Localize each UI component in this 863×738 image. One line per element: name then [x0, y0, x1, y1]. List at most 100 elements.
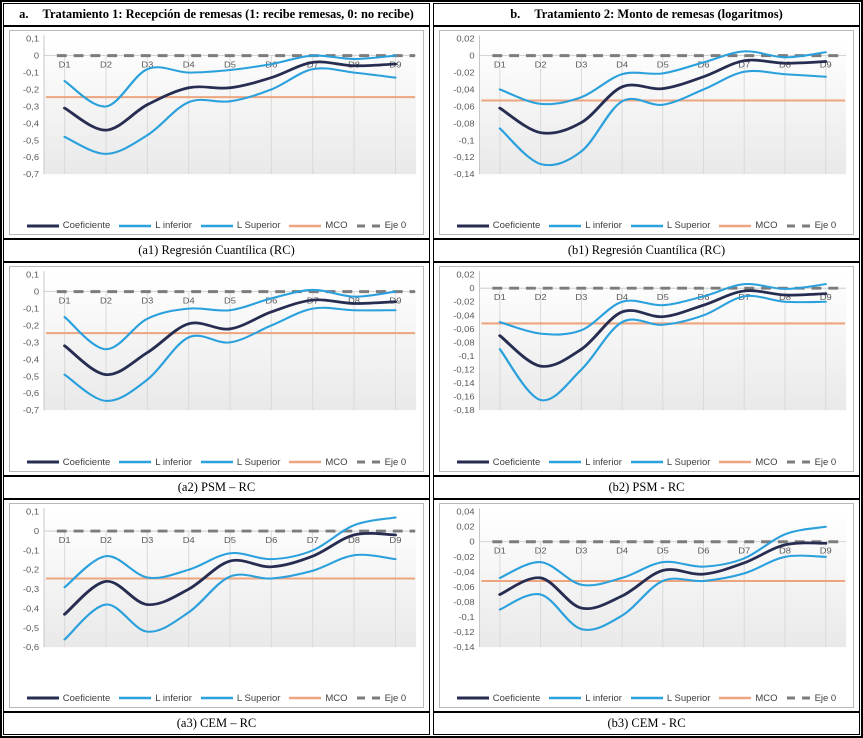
y-tick-label: -0,7 [23, 406, 39, 415]
legend-label: MCO [325, 456, 348, 468]
chart-panel-b1: 0,02 0 -0,02 -0,04 -0,06 -0,08 -0,1 -0,12 -0,14 D… [439, 30, 854, 236]
y-tick-label: -0,7 [23, 170, 39, 179]
series-l-superior [498, 283, 827, 336]
legend-item-l-superior: L Superior [200, 220, 280, 231]
y-tick-label: -0,6 [23, 153, 39, 162]
x-tick-label: D1 [59, 60, 71, 69]
y-tick-label: -0,16 [453, 393, 475, 402]
y-tick-label: -0,2 [23, 321, 39, 330]
legend-label: Coeficiente [62, 692, 111, 704]
y-tick-label: 0 [469, 537, 474, 546]
y-tick-label: 0,1 [26, 271, 39, 280]
chart-panel-a1: 0,1 0 -0,1 -0,2 -0,3 -0,4 -0,5 -0,6 -0,7 D1 D2 D3 D4… [9, 30, 424, 236]
x-tick-label: D5 [657, 293, 669, 302]
x-tick-label: D2 [100, 60, 112, 69]
column-a-letter: a. [19, 7, 29, 21]
x-tick-label: D4 [616, 546, 628, 555]
legend-label: Coeficiente [62, 456, 111, 468]
chart-b1: 0,02 0 -0,02 -0,04 -0,06 -0,08 -0,1 -0,12 -0,14 D… [453, 34, 847, 179]
legend-line-sample [630, 697, 663, 700]
caption-a3: (a3) CEM – RC [4, 710, 429, 734]
legend-line-sample [26, 460, 59, 464]
legend-label: L inferior [585, 456, 622, 468]
y-tick-label: -0,3 [23, 338, 39, 347]
series-l-superior [498, 50, 827, 106]
y-tick-label: -0,1 [458, 352, 474, 361]
column-treatment-2: b. Tratamiento 2: Monto de remesas (loga… [433, 3, 860, 735]
legend-item-l-superior: L Superior [630, 456, 711, 468]
y-tick-label: -0,06 [453, 582, 475, 591]
y-tick-label: 0 [34, 526, 39, 535]
legend-label: L Superior [666, 456, 711, 468]
caption-a1: (a1) Regresión Cuantílica (RC) [4, 238, 429, 264]
legend-item-mco: MCO [289, 220, 348, 231]
legend-item-l-superior: L Superior [200, 456, 281, 468]
legend-line-sample [200, 224, 233, 228]
x-tick-label: D4 [183, 535, 195, 544]
y-tick-label: -0,5 [23, 372, 39, 381]
legend-label: MCO [325, 692, 348, 704]
y-tick-label: -0,3 [23, 102, 39, 111]
x-tick-label: D7 [738, 60, 750, 69]
column-treatment-1: a. Tratamiento 1: Recepción de remesas (… [3, 3, 430, 735]
legend-line-sample [719, 224, 752, 228]
legend-item-mco: MCO [289, 456, 348, 468]
chart-panel-b3: 0,04 0,02 0 -0,02 -0,04 -0,06 -0,08 -0,1 -0,12 -0… [439, 502, 854, 708]
y-tick-label: -0,14 [453, 642, 475, 651]
series-l-inferior [63, 307, 397, 403]
legend-dash-sample [786, 460, 811, 464]
x-tick-label: D2 [100, 535, 112, 544]
chart-panel-a2: 0,1 0 -0,1 -0,2 -0,3 -0,4 -0,5 -0,6 -0,7 D1 D2 D3 D4… [9, 266, 424, 472]
legend-line-sample [289, 697, 322, 700]
legend-line-sample [630, 224, 663, 228]
y-tick-label: -0,1 [458, 136, 474, 145]
legend-line-sample [289, 224, 322, 228]
series-l-superior [63, 54, 397, 108]
x-tick-label: D1 [494, 60, 506, 69]
legend-dash-sample [356, 460, 381, 464]
x-tick-label: D3 [575, 546, 587, 555]
chart-legend: Coeficiente L inferior L Superior MCO Eje 0 [12, 220, 421, 231]
chart-panel-b2: 0,02 0 -0,02 -0,04 -0,06 -0,08 -0,1 -0,12 -0,14 -… [439, 266, 854, 472]
y-tick-label: -0,6 [23, 642, 39, 651]
legend-label: L Superior [236, 456, 281, 468]
x-tick-label: D5 [657, 546, 669, 555]
legend-item-mco: MCO [719, 693, 778, 704]
x-tick-label: D4 [183, 60, 195, 69]
x-tick-label: D7 [738, 546, 750, 555]
x-tick-label: D9 [389, 535, 401, 544]
x-tick-label: D3 [141, 535, 153, 544]
legend-item-coeficiente: Coeficiente [456, 457, 540, 468]
x-tick-label: D3 [141, 297, 153, 306]
y-tick-label: -0,5 [23, 136, 39, 145]
y-tick-label: -0,04 [453, 567, 475, 576]
x-tick-label: D9 [820, 546, 832, 555]
legend-line-sample [289, 460, 322, 464]
y-tick-label: -0,02 [453, 68, 475, 77]
x-tick-label: D4 [616, 60, 628, 69]
legend-item-mco: MCO [719, 457, 778, 468]
legend-line-sample [119, 460, 152, 464]
series-l-inferior [498, 295, 827, 402]
caption-b1: (b1) Regresión Cuantílica (RC) [434, 238, 859, 264]
y-tick-label: -0,02 [453, 552, 475, 561]
chart-legend: Coeficiente L inferior L Superior MCO Eje 0 [442, 457, 851, 468]
legend-item-l-inferior: L inferior [119, 693, 192, 704]
legend-label: Eje 0 [814, 456, 837, 468]
x-tick-label: D5 [657, 60, 669, 69]
y-tick-label: -0,6 [23, 389, 39, 398]
series-coeficiente [498, 289, 828, 369]
legend-label: Eje 0 [814, 220, 837, 232]
x-tick-label: D8 [348, 297, 360, 306]
legend-label: L inferior [155, 692, 192, 704]
legend-line-sample [630, 460, 663, 464]
series-l-inferior [498, 554, 827, 631]
chart-a2: 0,1 0 -0,1 -0,2 -0,3 -0,4 -0,5 -0,6 -0,7 D1 D2 D3 D4… [23, 271, 417, 415]
x-tick-label: D8 [779, 293, 791, 302]
x-tick-label: D8 [348, 535, 360, 544]
chart-cell-b3: 0,04 0,02 0 -0,02 -0,04 -0,06 -0,08 -0,1 -0,12 -0… [434, 499, 859, 711]
x-tick-label: D3 [141, 60, 153, 69]
legend-line-sample [119, 224, 152, 228]
legend-line-sample [119, 697, 152, 700]
